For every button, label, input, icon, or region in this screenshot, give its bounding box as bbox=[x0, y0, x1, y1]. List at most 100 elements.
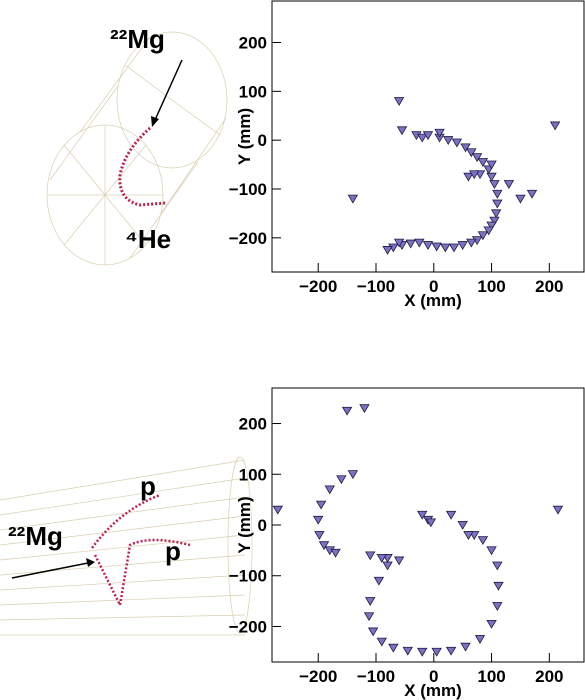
marker bbox=[402, 646, 413, 656]
marker bbox=[469, 170, 480, 180]
marker bbox=[393, 97, 405, 106]
x-tick-label: 100 bbox=[477, 667, 505, 686]
marker bbox=[313, 515, 324, 525]
marker bbox=[492, 199, 503, 209]
marker bbox=[445, 646, 457, 656]
detector-illustration-top bbox=[46, 31, 228, 266]
marker bbox=[315, 500, 327, 510]
marker bbox=[445, 510, 457, 520]
marker bbox=[486, 619, 497, 629]
x-tick-label: 0 bbox=[429, 277, 438, 296]
marker bbox=[417, 647, 428, 657]
marker bbox=[486, 546, 497, 556]
marker bbox=[457, 241, 468, 250]
x-tick-label: 200 bbox=[535, 277, 563, 296]
annotation: ²²Mg bbox=[110, 24, 165, 54]
marker bbox=[376, 637, 387, 647]
y-tick-label: 0 bbox=[258, 516, 267, 535]
x-tick-label: −100 bbox=[357, 667, 395, 686]
marker bbox=[359, 404, 370, 414]
annotation: p bbox=[165, 536, 181, 566]
marker bbox=[376, 553, 387, 563]
marker bbox=[489, 216, 500, 226]
marker bbox=[324, 485, 335, 495]
marker bbox=[493, 581, 504, 591]
y-tick-label: −200 bbox=[229, 617, 267, 636]
x-tick-label: −100 bbox=[357, 277, 395, 296]
marker bbox=[463, 531, 474, 540]
marker bbox=[483, 226, 494, 236]
marker bbox=[417, 133, 428, 143]
y-tick-label: −100 bbox=[229, 567, 267, 586]
y-tick-label: −100 bbox=[229, 180, 267, 199]
marker bbox=[330, 548, 341, 558]
marker bbox=[471, 153, 483, 163]
marker bbox=[422, 241, 434, 250]
annotation: p bbox=[140, 471, 156, 501]
marker bbox=[477, 158, 489, 167]
marker bbox=[460, 143, 471, 153]
marker bbox=[486, 221, 497, 231]
x-tick-label: −200 bbox=[299, 277, 337, 296]
marker bbox=[434, 128, 445, 138]
marker bbox=[382, 246, 393, 255]
annotation: ²²Mg bbox=[8, 521, 63, 551]
marker bbox=[393, 556, 405, 566]
marker bbox=[393, 238, 405, 248]
x-tick-label: 200 bbox=[535, 667, 563, 686]
marker bbox=[373, 576, 385, 586]
marker bbox=[314, 531, 325, 540]
marker bbox=[466, 238, 477, 248]
marker bbox=[474, 635, 486, 645]
y-tick-label: 200 bbox=[239, 415, 267, 434]
y-axis-title: Y (mm) bbox=[235, 108, 254, 165]
marker bbox=[486, 160, 497, 170]
marker bbox=[552, 505, 564, 515]
marker bbox=[347, 194, 359, 204]
x-tick-label: 0 bbox=[429, 667, 438, 686]
marker bbox=[431, 647, 442, 657]
x-axis-title: X (mm) bbox=[404, 681, 462, 700]
marker bbox=[388, 643, 399, 653]
marker bbox=[422, 131, 434, 141]
marker bbox=[515, 194, 526, 204]
marker bbox=[347, 470, 359, 480]
y-tick-label: −200 bbox=[229, 229, 267, 248]
y-tick-label: 100 bbox=[239, 82, 267, 101]
marker bbox=[417, 510, 428, 520]
marker bbox=[448, 243, 460, 253]
annotation: ⁴He bbox=[125, 224, 171, 254]
y-tick-label: 100 bbox=[239, 465, 267, 484]
marker bbox=[489, 180, 500, 189]
marker bbox=[396, 126, 408, 136]
y-tick-label: 200 bbox=[239, 34, 267, 53]
plot-frame bbox=[271, 0, 585, 273]
detector-illustration-bottom bbox=[0, 456, 253, 636]
marker bbox=[460, 642, 471, 652]
marker bbox=[492, 561, 503, 571]
marker bbox=[451, 138, 463, 148]
marker bbox=[492, 189, 503, 199]
marker bbox=[367, 627, 379, 637]
marker bbox=[490, 209, 502, 219]
marker bbox=[526, 189, 538, 199]
marker bbox=[336, 475, 347, 485]
marker bbox=[363, 612, 375, 622]
marker bbox=[425, 518, 437, 528]
marker bbox=[365, 597, 376, 606]
marker bbox=[405, 239, 416, 249]
marker bbox=[466, 148, 477, 158]
marker bbox=[341, 406, 353, 416]
x-axis-title: X (mm) bbox=[404, 291, 462, 310]
y-tick-label: 0 bbox=[258, 131, 267, 150]
marker bbox=[477, 231, 489, 241]
marker bbox=[443, 136, 454, 146]
marker bbox=[431, 242, 442, 252]
marker bbox=[549, 121, 561, 131]
marker bbox=[463, 172, 474, 182]
marker bbox=[486, 172, 497, 182]
y-axis-title: Y (mm) bbox=[235, 496, 254, 553]
marker bbox=[414, 238, 425, 248]
